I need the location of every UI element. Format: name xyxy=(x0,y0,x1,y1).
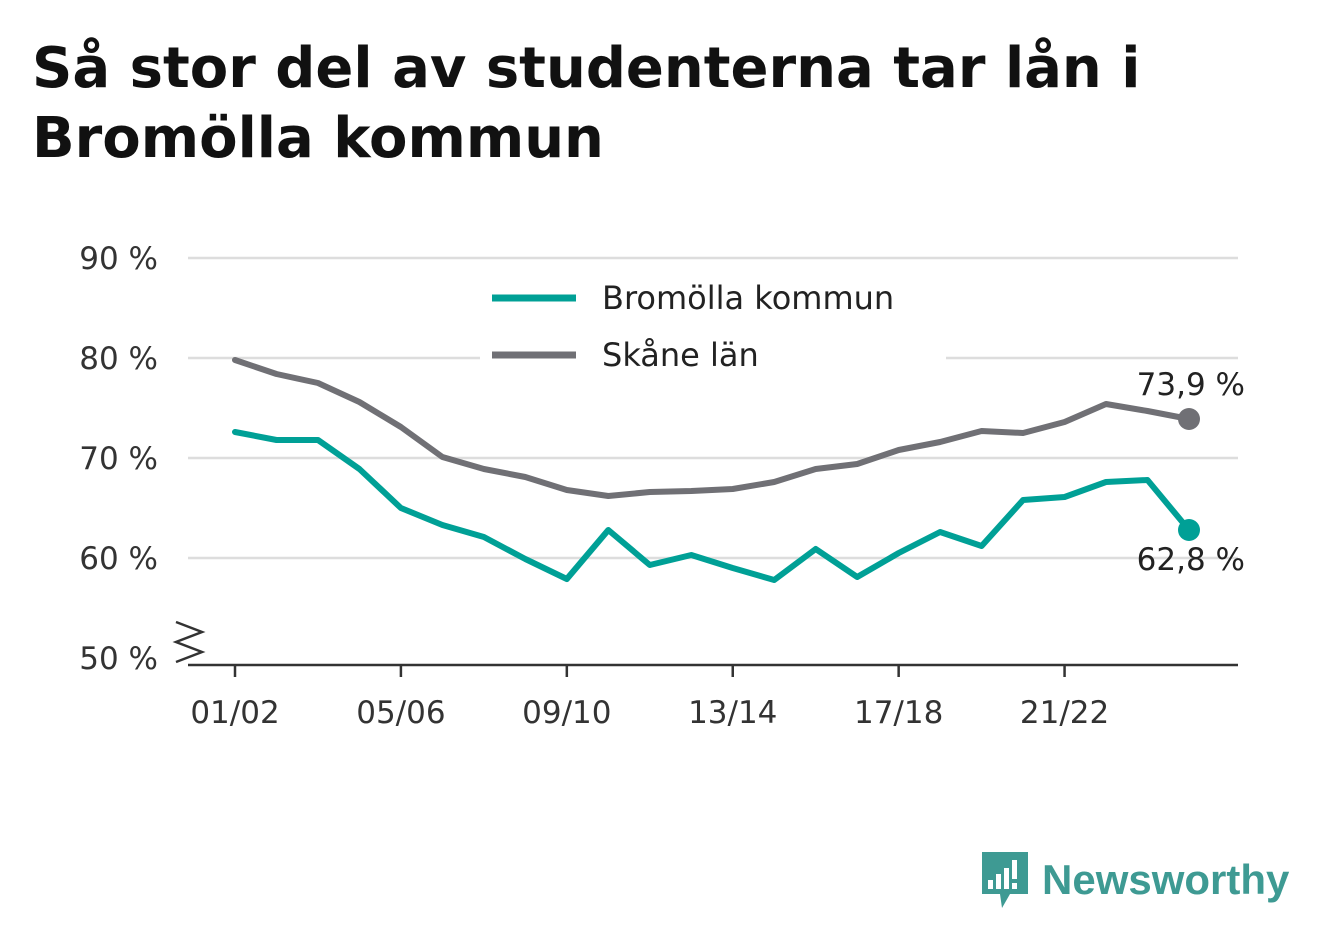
series-lines xyxy=(232,357,1200,583)
x-tick-label: 13/14 xyxy=(688,695,777,731)
newsworthy-logo-icon xyxy=(982,852,1028,908)
legend: Bromölla kommun Skåne län xyxy=(480,264,946,390)
brand-name: Newsworthy xyxy=(1042,856,1290,903)
y-tick-label: 90 % xyxy=(79,241,158,277)
legend-background xyxy=(480,264,946,390)
axis-break-marker xyxy=(172,620,206,664)
end-value-label: 73,9 % xyxy=(1137,367,1245,403)
end-point xyxy=(1178,519,1200,541)
series-line-brom-lla-kommun xyxy=(232,429,1192,583)
end-point xyxy=(1178,408,1200,430)
newsworthy-logo: Newsworthy xyxy=(980,850,1289,910)
axes: 50 % 60 % 70 % 80 % 90 % 01/02 05/06 09/10 13/14… xyxy=(79,241,1238,731)
x-tick-label: 21/22 xyxy=(1020,695,1109,731)
series-line-sk-ne-l-n xyxy=(232,357,1192,499)
legend-label: Bromölla kommun xyxy=(602,279,894,317)
legend-label: Skåne län xyxy=(602,336,759,374)
end-value-label: 62,8 % xyxy=(1137,542,1245,578)
x-tick-label: 09/10 xyxy=(522,695,611,731)
x-tick-label: 17/18 xyxy=(854,695,943,731)
y-tick-label: 80 % xyxy=(79,341,158,377)
y-tick-label: 70 % xyxy=(79,441,158,477)
x-tick-label: 01/02 xyxy=(190,695,279,731)
chart-title: Så stor del av studenterna tar lån i Bro… xyxy=(32,36,1141,171)
end-labels: 62,8 % 73,9 % xyxy=(1137,367,1245,578)
x-tick-label: 05/06 xyxy=(356,695,445,731)
y-tick-label: 50 % xyxy=(79,641,158,677)
y-tick-label: 60 % xyxy=(79,541,158,577)
